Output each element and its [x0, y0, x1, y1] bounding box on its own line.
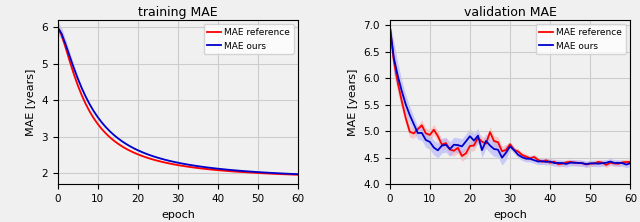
MAE ours	[470, 139, 478, 142]
MAE reference	[102, 132, 109, 135]
Line: MAE reference: MAE reference	[58, 27, 298, 175]
MAE reference	[138, 155, 146, 157]
Title: training MAE: training MAE	[138, 6, 218, 19]
MAE reference	[602, 164, 610, 166]
MAE ours	[531, 159, 538, 162]
MAE reference	[198, 167, 206, 170]
MAE ours	[627, 162, 634, 165]
MAE ours	[198, 165, 206, 168]
Y-axis label: MAE [years]: MAE [years]	[348, 68, 358, 136]
MAE ours	[138, 151, 146, 153]
MAE reference	[386, 24, 394, 27]
X-axis label: epoch: epoch	[493, 210, 527, 220]
MAE reference	[434, 135, 442, 137]
MAE reference	[515, 150, 522, 153]
MAE reference	[54, 26, 61, 29]
MAE ours	[595, 162, 602, 165]
MAE ours	[110, 134, 118, 136]
MAE ours	[102, 126, 109, 128]
MAE ours	[182, 163, 190, 166]
Legend: MAE reference, MAE ours: MAE reference, MAE ours	[536, 24, 626, 54]
MAE reference	[110, 139, 118, 142]
Y-axis label: MAE [years]: MAE [years]	[26, 68, 36, 136]
MAE ours	[442, 143, 450, 146]
X-axis label: epoch: epoch	[161, 210, 195, 220]
MAE ours	[623, 163, 630, 166]
MAE ours	[54, 26, 61, 29]
MAE reference	[442, 142, 450, 145]
Line: MAE ours: MAE ours	[390, 25, 630, 165]
Line: MAE reference: MAE reference	[390, 25, 630, 165]
MAE reference	[627, 161, 634, 163]
Legend: MAE reference, MAE ours: MAE reference, MAE ours	[204, 24, 294, 54]
MAE ours	[294, 173, 302, 176]
MAE ours	[515, 153, 522, 156]
Title: validation MAE: validation MAE	[463, 6, 557, 19]
MAE reference	[595, 161, 602, 163]
Line: MAE ours: MAE ours	[58, 27, 298, 174]
MAE ours	[386, 24, 394, 27]
MAE reference	[531, 156, 538, 158]
MAE reference	[294, 173, 302, 176]
MAE reference	[182, 165, 190, 168]
MAE reference	[262, 172, 270, 175]
MAE ours	[434, 149, 442, 152]
MAE reference	[470, 144, 478, 147]
MAE ours	[262, 171, 270, 174]
